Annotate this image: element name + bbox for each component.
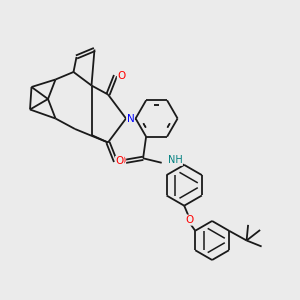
Text: NH: NH bbox=[168, 155, 182, 165]
Text: O: O bbox=[116, 156, 124, 166]
Text: N: N bbox=[127, 113, 134, 124]
Text: O: O bbox=[117, 156, 126, 167]
Text: O: O bbox=[117, 70, 126, 81]
Text: O: O bbox=[185, 215, 194, 225]
